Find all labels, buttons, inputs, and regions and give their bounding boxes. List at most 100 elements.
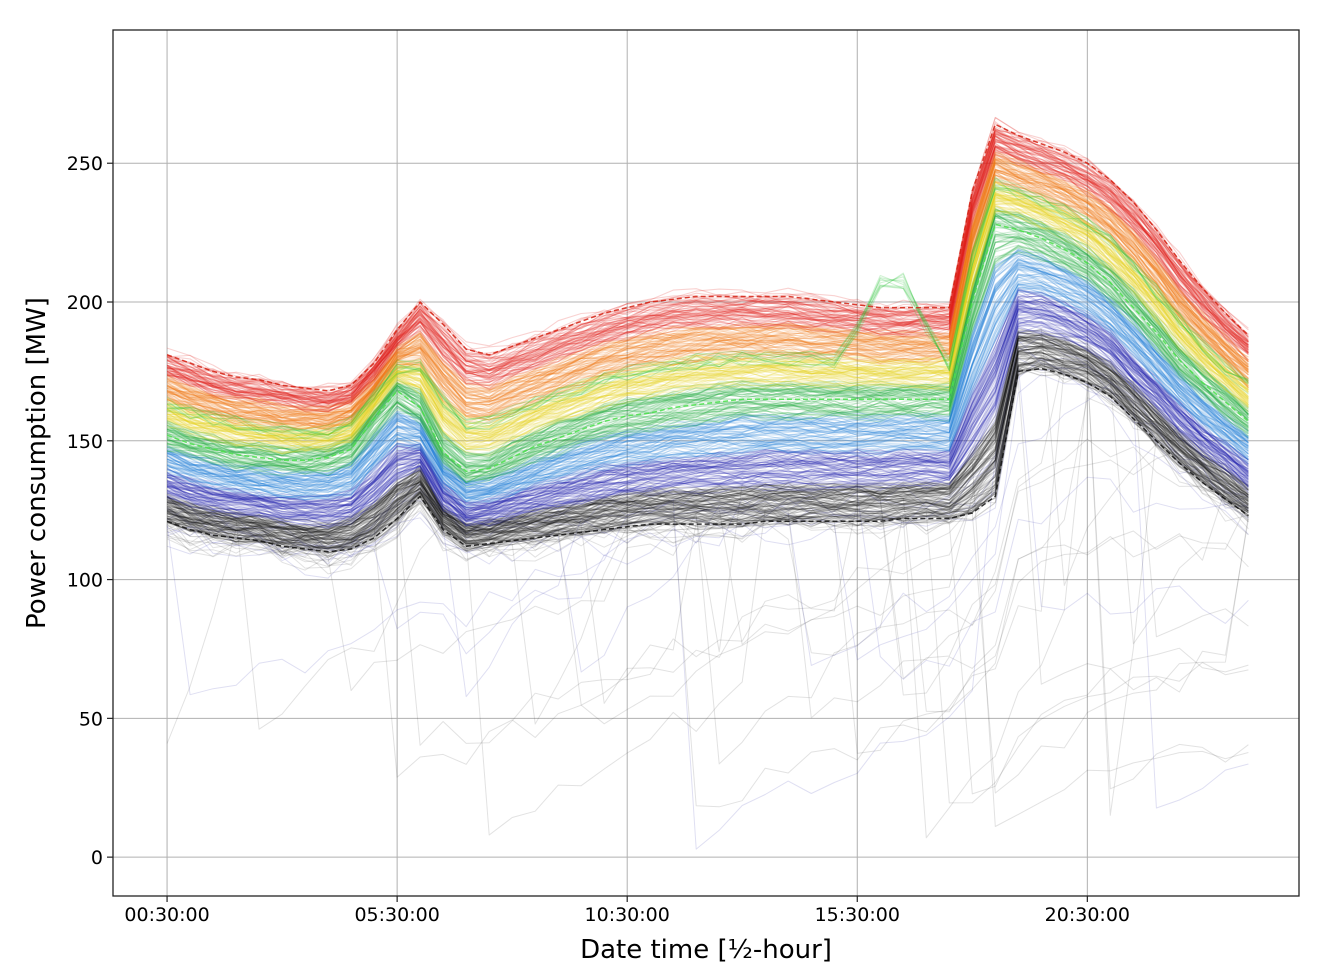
daily-profile-line xyxy=(167,281,1249,498)
daily-profile-line xyxy=(166,151,1249,414)
daily-profile-line xyxy=(166,194,1249,440)
daily-profile-line xyxy=(166,336,1249,537)
daily-profile-line xyxy=(166,366,1249,558)
daily-profile-line xyxy=(166,208,1249,454)
median-profile-line xyxy=(166,223,1249,473)
daily-profile-line xyxy=(166,154,1249,412)
daily-profile-line xyxy=(166,214,1249,465)
daily-profile-line xyxy=(166,367,1249,554)
daily-profile-line xyxy=(166,308,1249,515)
x-tick-label: 05:30:00 xyxy=(354,904,439,926)
daily-profile-line xyxy=(166,317,1249,522)
daily-profile-line xyxy=(166,245,1249,482)
daily-profile-line xyxy=(166,321,1249,527)
daily-profile-line xyxy=(166,359,1249,549)
daily-profile-line xyxy=(166,364,1249,557)
daily-profile-line xyxy=(167,303,1249,515)
daily-profile-line xyxy=(166,142,1249,406)
daily-profile-line xyxy=(166,131,1249,403)
daily-profile-line xyxy=(166,268,1249,495)
daily-profile-line xyxy=(167,344,1249,537)
daily-profile-line xyxy=(166,146,1249,408)
daily-profile-line xyxy=(166,127,1249,397)
outlier-profile-line xyxy=(166,339,1249,696)
daily-profile-line xyxy=(166,139,1249,405)
daily-profile-line xyxy=(166,283,1249,503)
daily-profile-line xyxy=(166,317,1249,522)
daily-profile-line xyxy=(166,273,1249,494)
daily-profile-line xyxy=(166,333,1249,533)
daily-profile-line xyxy=(167,196,1249,441)
daily-profile-line xyxy=(166,252,1249,484)
daily-profile-line xyxy=(167,138,1249,399)
daily-profile-line xyxy=(166,274,1249,494)
daily-profile-line xyxy=(166,168,1249,428)
daily-profile-line xyxy=(166,195,1249,446)
daily-profile-line xyxy=(166,325,1249,521)
daily-profile-line xyxy=(166,298,1249,514)
daily-profile-line xyxy=(167,322,1249,523)
daily-profile-line xyxy=(166,310,1249,522)
outlier-profile-line xyxy=(167,342,1249,653)
daily-profile-line xyxy=(166,259,1249,482)
daily-profile-line xyxy=(166,362,1249,549)
daily-profile-line xyxy=(166,187,1249,434)
median-profiles xyxy=(166,123,1249,553)
daily-profile-line xyxy=(166,191,1249,436)
daily-profile-line xyxy=(166,198,1249,446)
daily-profile-line xyxy=(166,194,1249,442)
daily-profile-line xyxy=(166,212,1249,457)
daily-profile-line xyxy=(166,235,1249,480)
daily-profile-line xyxy=(166,174,1249,430)
daily-profile-line xyxy=(166,144,1249,399)
daily-profile-line xyxy=(166,273,1249,493)
daily-profile-line xyxy=(166,158,1249,409)
outlier-profile-line xyxy=(166,346,1249,673)
daily-profile-line xyxy=(166,224,1249,475)
daily-profile-line xyxy=(166,289,1249,510)
daily-profile-line xyxy=(166,350,1249,540)
daily-profile-line xyxy=(166,240,1249,477)
daily-profile-line xyxy=(166,264,1249,491)
daily-profile-line xyxy=(166,151,1249,413)
daily-profile-line xyxy=(166,299,1249,516)
daily-profile-line xyxy=(166,133,1249,403)
daily-profile-line xyxy=(167,246,1249,481)
daily-profile-line xyxy=(166,213,1249,468)
daily-profile-line xyxy=(166,357,1249,549)
daily-profile-line xyxy=(166,361,1249,549)
daily-profile-line xyxy=(166,274,1249,499)
daily-profile-line xyxy=(166,287,1249,500)
daily-profile-line xyxy=(166,144,1249,413)
daily-profile-line xyxy=(166,289,1249,503)
daily-profile-line xyxy=(166,331,1249,532)
daily-profile-line xyxy=(166,330,1249,531)
daily-profile-line xyxy=(166,269,1249,492)
daily-profile-line xyxy=(166,134,1249,402)
daily-profile-line xyxy=(166,164,1249,422)
outlier-profile-line xyxy=(166,354,1249,719)
daily-profile-line xyxy=(167,193,1249,438)
daily-profile-line xyxy=(166,215,1249,469)
daily-profile-line xyxy=(166,233,1249,475)
daily-profile-line xyxy=(167,342,1249,528)
daily-profile-line xyxy=(166,182,1249,432)
daily-profile-line xyxy=(166,279,1249,496)
daily-profile-line xyxy=(167,117,1249,391)
daily-profile-line xyxy=(166,361,1249,549)
daily-profile-line xyxy=(166,157,1249,409)
daily-profile-line xyxy=(166,274,1249,496)
daily-profile-line xyxy=(166,314,1249,521)
daily-profile-line xyxy=(166,213,1249,462)
daily-profile-line xyxy=(166,141,1249,404)
daily-profile-line xyxy=(166,129,1249,396)
daily-profile-line xyxy=(166,179,1249,436)
daily-profile-line xyxy=(167,161,1249,425)
daily-profile-line xyxy=(166,169,1249,424)
daily-profile-line xyxy=(167,205,1249,459)
daily-profile-line xyxy=(166,263,1249,492)
daily-profile-line xyxy=(166,237,1249,483)
daily-profile-line xyxy=(166,164,1249,426)
daily-profile-line xyxy=(166,145,1249,405)
daily-profile-line xyxy=(166,276,1249,499)
